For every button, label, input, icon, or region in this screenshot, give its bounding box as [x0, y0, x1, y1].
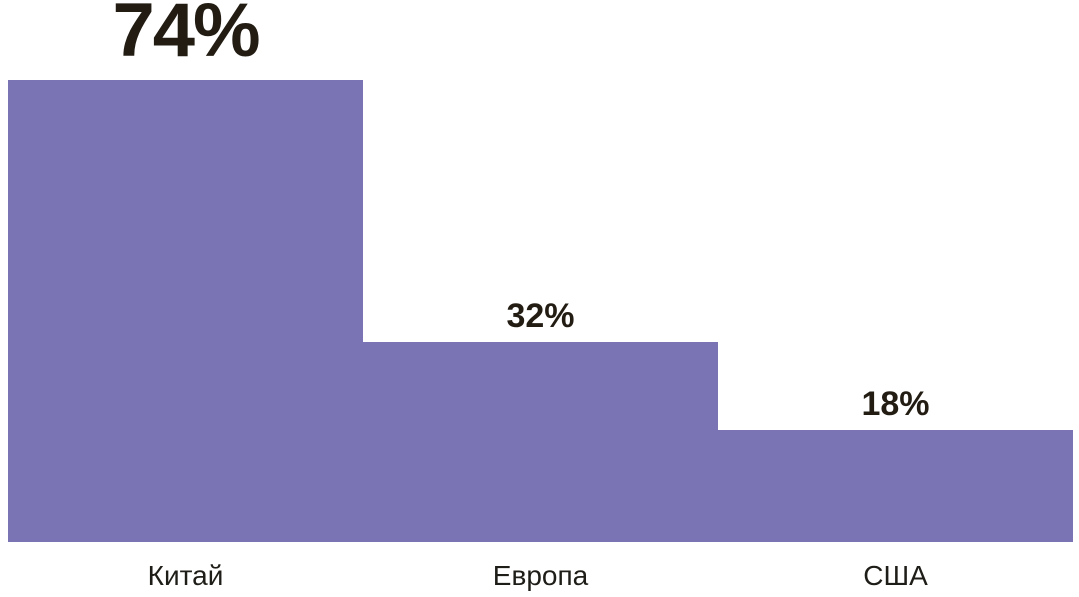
category-labels-row: Китай Европа США [8, 542, 1073, 597]
value-label-2: 32% [506, 297, 575, 335]
bar-column-1: 74% [8, 0, 363, 542]
value-label-3: 18% [861, 385, 930, 423]
bar-1 [8, 80, 363, 542]
bar-3 [718, 430, 1073, 542]
plot-area: 74% 32% 18% [8, 0, 1073, 542]
bar-2 [363, 342, 718, 542]
bar-column-3: 18% [718, 387, 1073, 542]
category-label-2: Европа [492, 560, 589, 591]
category-label-1: Китай [147, 560, 224, 591]
bar-column-2: 32% [363, 299, 718, 542]
value-label-1: 74% [112, 0, 260, 73]
category-label-3: США [863, 560, 928, 591]
